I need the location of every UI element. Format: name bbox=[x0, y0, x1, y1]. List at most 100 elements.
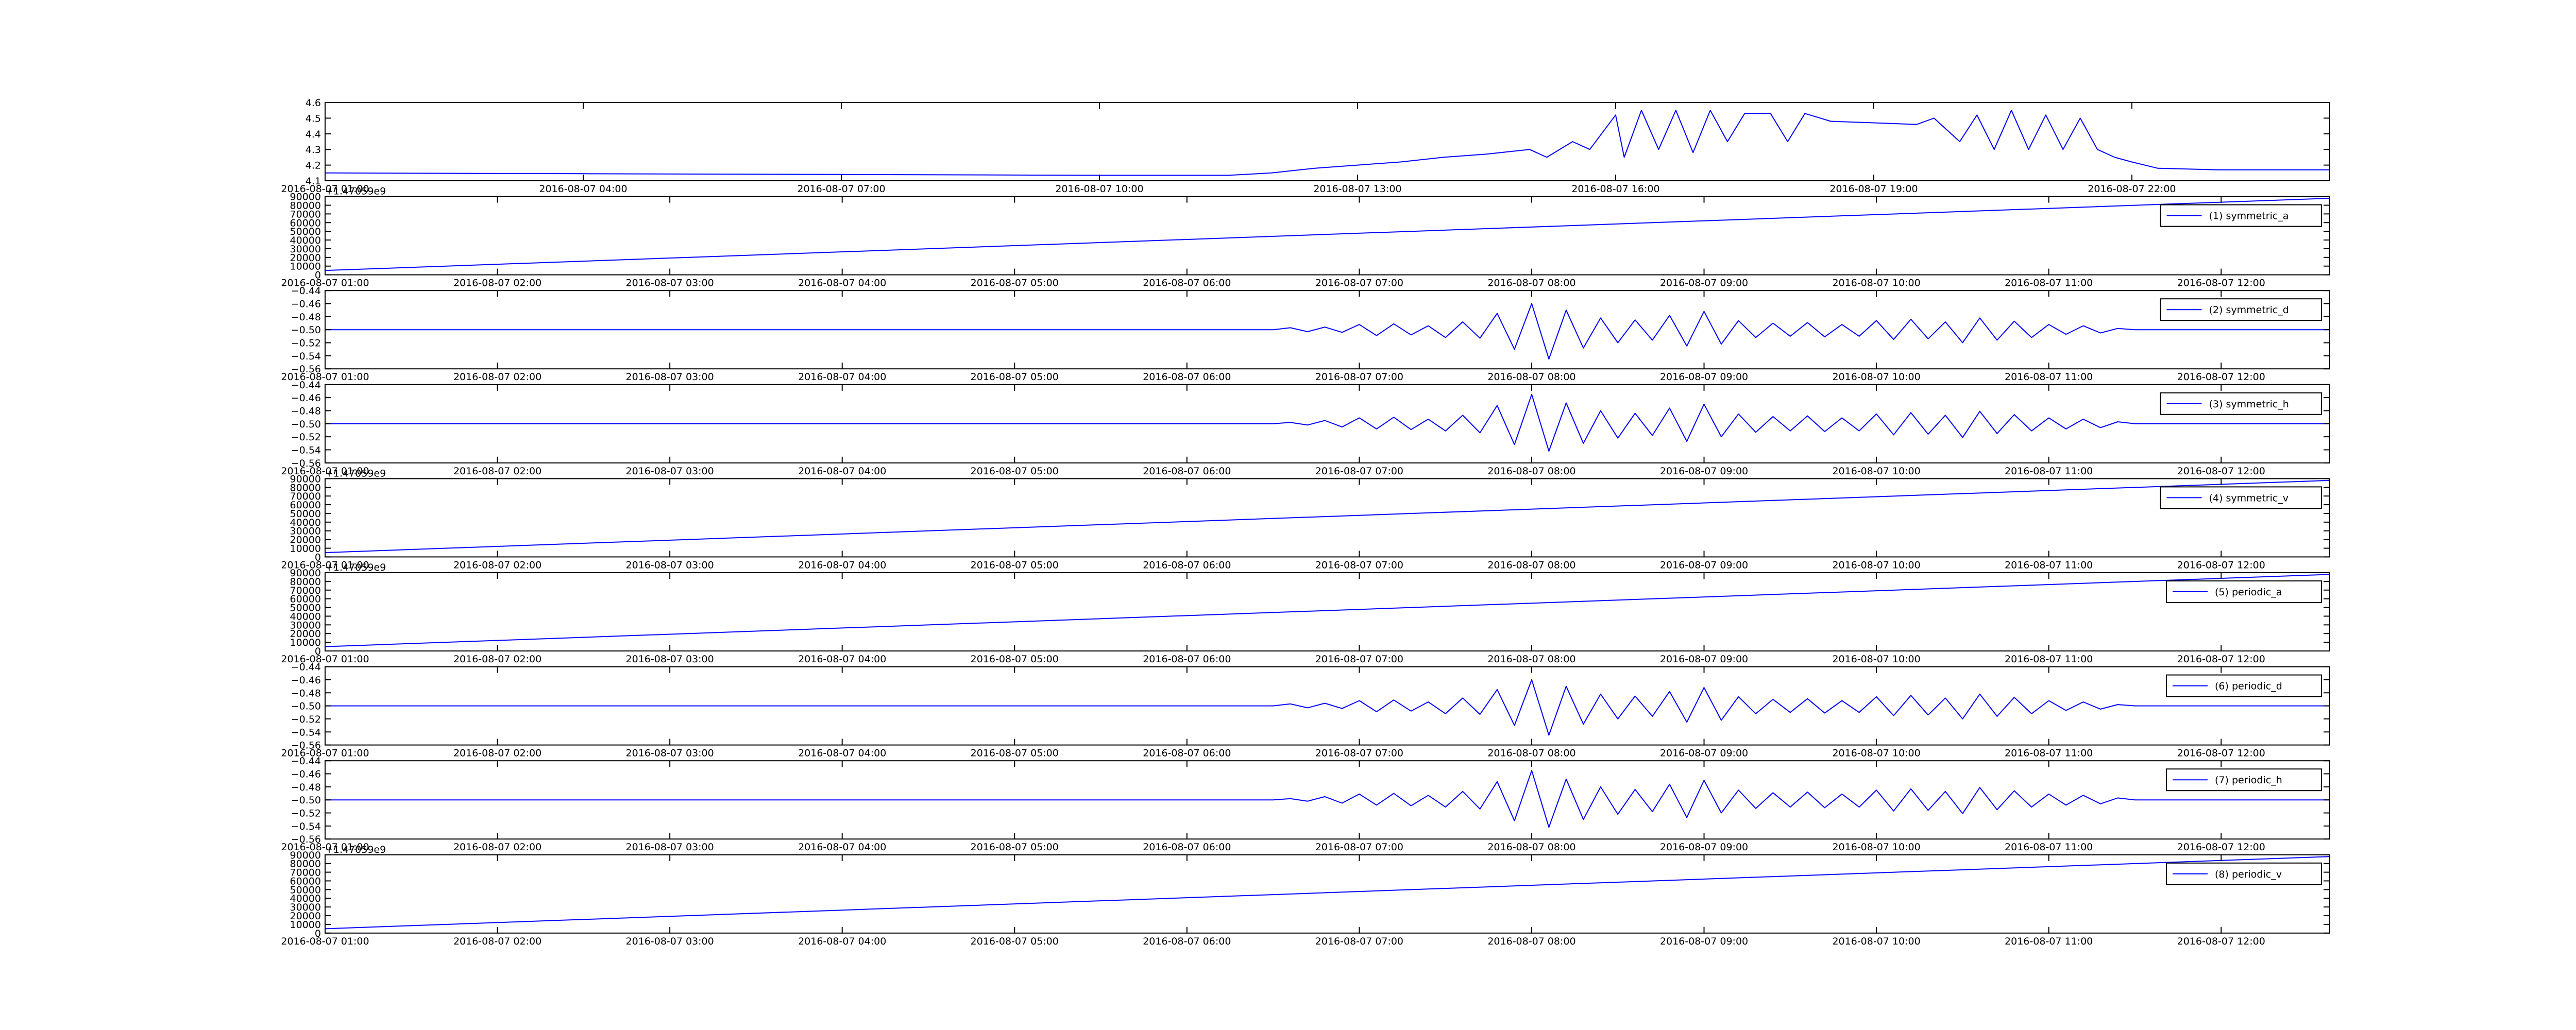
y-tick-label: 70000 bbox=[290, 491, 321, 502]
y-tick-label: 90000 bbox=[290, 473, 321, 485]
x-tick-label: 2016-08-07 07:00 bbox=[1315, 936, 1403, 947]
x-tick-label: 2016-08-07 10:00 bbox=[1832, 842, 1920, 853]
x-tick-label: 2016-08-07 03:00 bbox=[626, 748, 714, 759]
y-tick-label: 30000 bbox=[290, 244, 321, 255]
x-tick-label: 2016-08-07 11:00 bbox=[2005, 842, 2093, 853]
x-tick-label: 2016-08-07 04:00 bbox=[798, 278, 886, 289]
x-tick-label: 2016-08-07 11:00 bbox=[2005, 371, 2093, 383]
y-tick-label: 70000 bbox=[290, 867, 321, 879]
y-tick-label: −0.44 bbox=[291, 756, 321, 767]
x-tick-label: 2016-08-07 02:00 bbox=[453, 278, 541, 289]
y-tick-label: 0 bbox=[315, 270, 321, 281]
x-tick-label: 2016-08-07 12:00 bbox=[2177, 842, 2265, 853]
x-tick-label: 2016-08-07 02:00 bbox=[453, 654, 541, 665]
y-tick-label: 90000 bbox=[290, 568, 321, 579]
y-offset-text: +1.47059e9 bbox=[325, 562, 386, 573]
y-tick-label: 70000 bbox=[290, 209, 321, 220]
y-tick-label: 20000 bbox=[290, 911, 321, 922]
x-tick-label: 2016-08-07 02:00 bbox=[453, 559, 541, 571]
x-tick-label: 2016-08-07 11:00 bbox=[2005, 466, 2093, 477]
data-line bbox=[325, 303, 2330, 360]
x-tick-label: 2016-08-07 03:00 bbox=[626, 466, 714, 477]
x-tick-label: 2016-08-07 05:00 bbox=[971, 371, 1059, 383]
x-tick-label: 2016-08-07 03:00 bbox=[626, 371, 714, 383]
x-tick-label: 2016-08-07 10:00 bbox=[1832, 278, 1920, 289]
x-tick-label: 2016-08-07 08:00 bbox=[1487, 371, 1575, 383]
axes-frame bbox=[325, 102, 2330, 181]
y-tick-label: 10000 bbox=[290, 543, 321, 555]
y-tick-label: 40000 bbox=[290, 517, 321, 528]
x-tick-label: 2016-08-07 09:00 bbox=[1660, 278, 1748, 289]
x-tick-label: 2016-08-07 19:00 bbox=[1829, 183, 1918, 195]
x-tick-label: 2016-08-07 11:00 bbox=[2005, 654, 2093, 665]
data-line bbox=[325, 856, 2330, 930]
x-tick-label: 2016-08-07 08:00 bbox=[1487, 654, 1575, 665]
y-tick-label: 40000 bbox=[290, 893, 321, 904]
x-tick-label: 2016-08-07 12:00 bbox=[2177, 936, 2265, 947]
x-tick-label: 2016-08-07 08:00 bbox=[1487, 936, 1575, 947]
data-line bbox=[325, 110, 2330, 176]
x-tick-label: 2016-08-07 12:00 bbox=[2177, 559, 2265, 571]
data-line bbox=[325, 770, 2330, 828]
legend-label: (8) periodic_v bbox=[2215, 869, 2282, 880]
x-tick-label: 2016-08-07 09:00 bbox=[1660, 559, 1748, 571]
y-tick-label: 50000 bbox=[290, 508, 321, 520]
x-tick-label: 2016-08-07 05:00 bbox=[971, 466, 1059, 477]
x-tick-label: 2016-08-07 16:00 bbox=[1571, 183, 1659, 195]
y-tick-label: −0.48 bbox=[291, 405, 321, 417]
x-tick-label: 2016-08-07 05:00 bbox=[971, 748, 1059, 759]
y-tick-label: −0.54 bbox=[291, 351, 321, 362]
y-tick-label: −0.48 bbox=[291, 688, 321, 699]
x-tick-label: 2016-08-07 10:00 bbox=[1832, 936, 1920, 947]
y-tick-label: −0.52 bbox=[291, 714, 321, 725]
y-tick-label: −0.56 bbox=[291, 458, 321, 469]
y-tick-label: 30000 bbox=[290, 620, 321, 631]
y-tick-label: 70000 bbox=[290, 585, 321, 596]
x-tick-label: 2016-08-07 10:00 bbox=[1832, 748, 1920, 759]
legend-label: (2) symmetric_d bbox=[2209, 304, 2289, 316]
y-tick-label: −0.46 bbox=[291, 299, 321, 310]
legend-label: (5) periodic_a bbox=[2215, 587, 2282, 598]
x-tick-label: 2016-08-07 08:00 bbox=[1487, 278, 1575, 289]
x-tick-label: 2016-08-07 03:00 bbox=[626, 936, 714, 947]
y-tick-label: 4.6 bbox=[306, 97, 321, 109]
legend-box bbox=[2166, 580, 2322, 603]
legend-label: (4) symmetric_v bbox=[2209, 492, 2289, 504]
axes-frame bbox=[325, 854, 2330, 934]
x-tick-label: 2016-08-07 09:00 bbox=[1660, 936, 1748, 947]
x-tick-label: 2016-08-07 03:00 bbox=[626, 559, 714, 571]
x-tick-label: 2016-08-07 09:00 bbox=[1660, 748, 1748, 759]
x-tick-label: 2016-08-07 09:00 bbox=[1660, 371, 1748, 383]
y-tick-label: 4.2 bbox=[306, 160, 321, 171]
y-tick-label: 10000 bbox=[290, 919, 321, 931]
y-tick-label: 30000 bbox=[290, 902, 321, 913]
x-tick-label: 2016-08-07 03:00 bbox=[626, 842, 714, 853]
x-tick-label: 2016-08-07 07:00 bbox=[1315, 842, 1403, 853]
data-line bbox=[325, 479, 2330, 553]
y-tick-label: 0 bbox=[315, 928, 321, 939]
data-line bbox=[325, 574, 2330, 647]
x-tick-label: 2016-08-07 06:00 bbox=[1143, 936, 1231, 947]
x-tick-label: 2016-08-07 06:00 bbox=[1143, 559, 1231, 571]
y-tick-label: 60000 bbox=[290, 500, 321, 511]
legend-label: (3) symmetric_h bbox=[2209, 399, 2289, 410]
y-tick-label: −0.44 bbox=[291, 285, 321, 297]
y-tick-label: 80000 bbox=[290, 576, 321, 588]
x-tick-label: 2016-08-07 12:00 bbox=[2177, 748, 2265, 759]
x-tick-label: 2016-08-07 10:00 bbox=[1832, 466, 1920, 477]
y-tick-label: −0.56 bbox=[291, 740, 321, 751]
y-offset-text: +1.47059e9 bbox=[325, 844, 386, 855]
x-tick-label: 2016-08-07 08:00 bbox=[1487, 466, 1575, 477]
x-tick-label: 2016-08-07 11:00 bbox=[2005, 748, 2093, 759]
y-offset-text: +1.47059e9 bbox=[325, 186, 386, 197]
y-tick-label: 60000 bbox=[290, 594, 321, 605]
x-tick-label: 2016-08-07 08:00 bbox=[1487, 748, 1575, 759]
x-tick-label: 2016-08-07 06:00 bbox=[1143, 654, 1231, 665]
y-tick-label: 20000 bbox=[290, 628, 321, 640]
x-tick-label: 2016-08-07 07:00 bbox=[797, 183, 885, 195]
x-tick-label: 2016-08-07 05:00 bbox=[971, 842, 1059, 853]
x-tick-label: 2016-08-07 04:00 bbox=[798, 936, 886, 947]
y-tick-label: 50000 bbox=[290, 884, 321, 896]
